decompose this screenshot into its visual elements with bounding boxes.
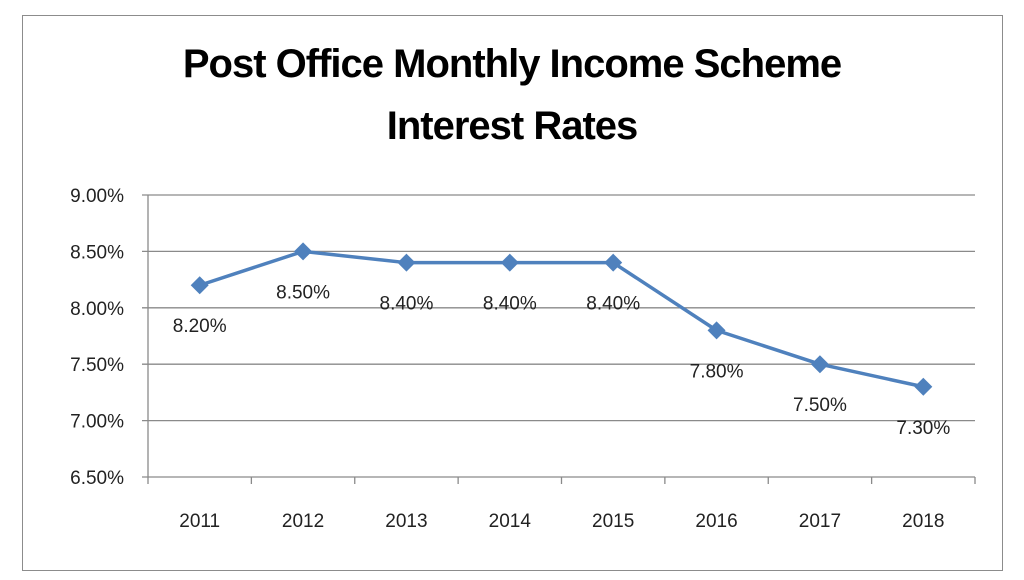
- y-tick-label: 8.50%: [70, 242, 124, 263]
- chart-title-line-2: Interest Rates: [386, 104, 639, 148]
- x-tick-label: 2014: [489, 511, 532, 532]
- data-label: 7.80%: [690, 361, 744, 382]
- data-point-marker: [810, 355, 829, 374]
- data-label: 7.50%: [793, 395, 847, 416]
- y-tick-label: 7.00%: [70, 412, 124, 433]
- x-tick-label: 2016: [695, 511, 737, 532]
- y-tick-label: 7.50%: [70, 355, 124, 376]
- chart-frame: [22, 15, 1003, 571]
- data-label: 8.20%: [173, 316, 227, 337]
- data-point-marker: [604, 253, 623, 272]
- y-tick-label: 6.50%: [70, 468, 124, 489]
- x-tick-label: 2015: [592, 511, 634, 532]
- y-tick-label: 9.00%: [70, 186, 124, 207]
- x-tick-label: 2011: [179, 511, 220, 532]
- data-point-marker: [500, 253, 519, 272]
- chart-title-line-1: Post Office Monthly Income Scheme: [182, 42, 842, 86]
- data-point-marker: [190, 276, 209, 295]
- data-point-marker: [914, 377, 933, 396]
- x-tick-label: 2017: [799, 511, 841, 532]
- series-line: [199, 249, 924, 389]
- x-tick-label: 2012: [282, 511, 324, 532]
- data-point-marker: [397, 253, 416, 272]
- y-tick-label: 8.00%: [70, 299, 124, 320]
- data-label: 8.40%: [586, 294, 640, 315]
- x-tick-label: 2018: [902, 511, 944, 532]
- data-label: 8.40%: [380, 294, 434, 315]
- x-tick-label: 2013: [385, 511, 427, 532]
- data-point-marker: [707, 321, 726, 340]
- data-label: 7.30%: [896, 418, 950, 439]
- data-point-marker: [294, 242, 313, 261]
- data-label: 8.50%: [276, 282, 330, 303]
- data-label: 8.40%: [483, 294, 537, 315]
